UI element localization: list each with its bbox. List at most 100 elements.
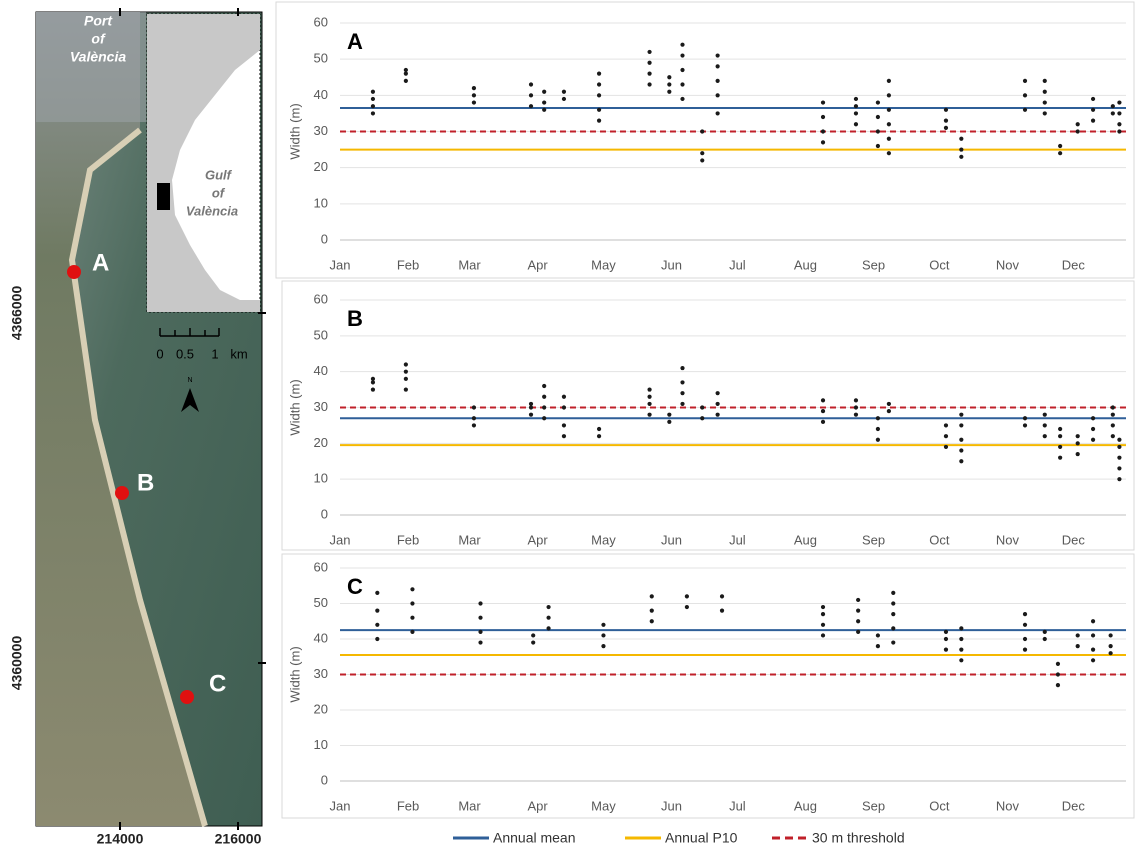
point: [650, 619, 654, 623]
point: [891, 612, 895, 616]
y-tick-label: 20: [314, 701, 328, 716]
point: [876, 438, 880, 442]
point: [647, 61, 651, 65]
site-dot: [67, 265, 81, 279]
x-tick-label: Nov: [996, 532, 1020, 547]
point: [1091, 619, 1095, 623]
point: [876, 427, 880, 431]
point: [716, 64, 720, 68]
x-tick-label: Jul: [729, 257, 746, 272]
x-tick-label: Oct: [929, 257, 950, 272]
point: [546, 616, 550, 620]
point: [404, 377, 408, 381]
point: [944, 637, 948, 641]
point: [680, 68, 684, 72]
point: [716, 402, 720, 406]
x-tick-label: Oct: [929, 532, 950, 547]
point: [1056, 672, 1060, 676]
port-label: of: [91, 31, 106, 47]
point: [375, 609, 379, 613]
point: [959, 658, 963, 662]
point: [959, 147, 963, 151]
point: [371, 111, 375, 115]
point: [1043, 79, 1047, 83]
point: [1117, 456, 1121, 460]
x-tick-label: Jan: [330, 798, 351, 813]
site-dot: [180, 690, 194, 704]
point: [667, 413, 671, 417]
point: [529, 413, 533, 417]
point: [891, 601, 895, 605]
point: [1117, 111, 1121, 115]
point: [891, 591, 895, 595]
point: [887, 137, 891, 141]
point: [531, 633, 535, 637]
y-tick-label: 30: [314, 123, 328, 138]
point: [472, 423, 476, 427]
point: [478, 616, 482, 620]
point: [1043, 111, 1047, 115]
point: [478, 601, 482, 605]
point: [542, 108, 546, 112]
point: [597, 108, 601, 112]
point: [944, 108, 948, 112]
point: [1117, 129, 1121, 133]
point: [1076, 633, 1080, 637]
y-tick-label: 0: [321, 231, 328, 246]
point: [1091, 97, 1095, 101]
y-tick-label: 40: [314, 630, 328, 645]
point: [1111, 104, 1115, 108]
point: [887, 108, 891, 112]
point: [562, 423, 566, 427]
point: [716, 79, 720, 83]
point: [375, 637, 379, 641]
x-tick-label: Jan: [330, 532, 351, 547]
legend-label: Annual P10: [665, 830, 738, 846]
point: [821, 100, 825, 104]
point: [647, 395, 651, 399]
panel-title: A: [347, 29, 363, 54]
point: [1023, 93, 1027, 97]
point: [410, 616, 414, 620]
point: [700, 416, 704, 420]
point: [716, 93, 720, 97]
point: [876, 129, 880, 133]
point: [821, 633, 825, 637]
point: [562, 405, 566, 409]
point: [821, 612, 825, 616]
y-tick-label: 10: [314, 471, 328, 486]
figure: Port of València Gulf of València A B C …: [0, 0, 1135, 848]
point: [1117, 477, 1121, 481]
point: [375, 591, 379, 595]
y-tick-label: 10: [314, 195, 328, 210]
point: [472, 100, 476, 104]
point: [1076, 434, 1080, 438]
point: [562, 395, 566, 399]
point: [667, 82, 671, 86]
y-axis-label: Width (m): [287, 646, 302, 702]
point: [716, 391, 720, 395]
point: [371, 104, 375, 108]
point: [1023, 637, 1027, 641]
panel-frame: [282, 554, 1134, 818]
x-tick-label: Aug: [794, 257, 817, 272]
point: [944, 648, 948, 652]
point: [1043, 423, 1047, 427]
point: [876, 115, 880, 119]
y-coord: 4366000: [9, 286, 25, 341]
scale-label: 1: [211, 346, 218, 361]
point: [1023, 423, 1027, 427]
point: [959, 448, 963, 452]
point: [944, 434, 948, 438]
point: [854, 405, 858, 409]
point: [597, 82, 601, 86]
point: [542, 416, 546, 420]
point: [944, 445, 948, 449]
point: [542, 100, 546, 104]
point: [597, 427, 601, 431]
point: [821, 115, 825, 119]
y-tick-label: 0: [321, 772, 328, 787]
point: [404, 72, 408, 76]
point: [1023, 623, 1027, 627]
